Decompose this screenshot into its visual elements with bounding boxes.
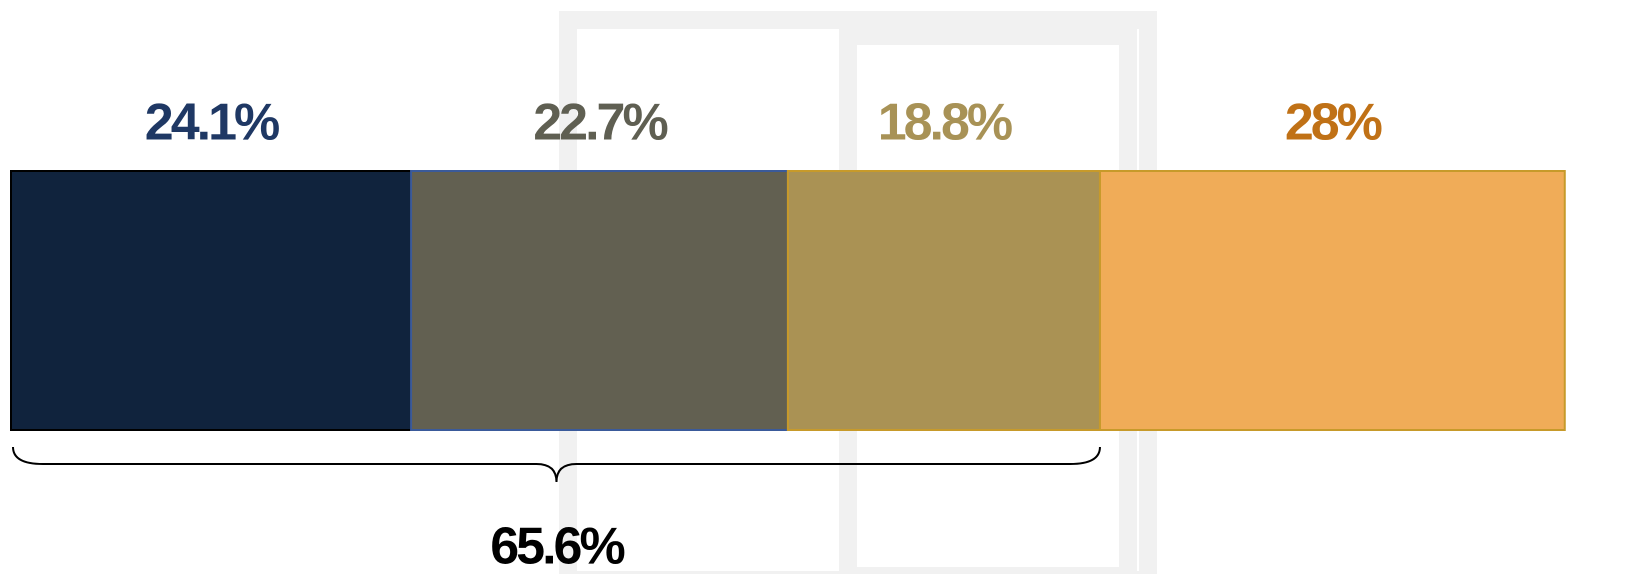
value-label: 22.7% [533, 94, 667, 152]
annotation-label: 65.6% [490, 518, 624, 574]
value-label: 28% [1285, 94, 1382, 152]
bar-segment [786, 170, 1101, 431]
brace [12, 446, 1101, 483]
bar-segment [1098, 170, 1566, 431]
bar-segment [10, 170, 413, 431]
value-label: 24.1% [145, 94, 279, 152]
value-label: 18.8% [878, 94, 1012, 152]
bar-segment [410, 170, 789, 431]
